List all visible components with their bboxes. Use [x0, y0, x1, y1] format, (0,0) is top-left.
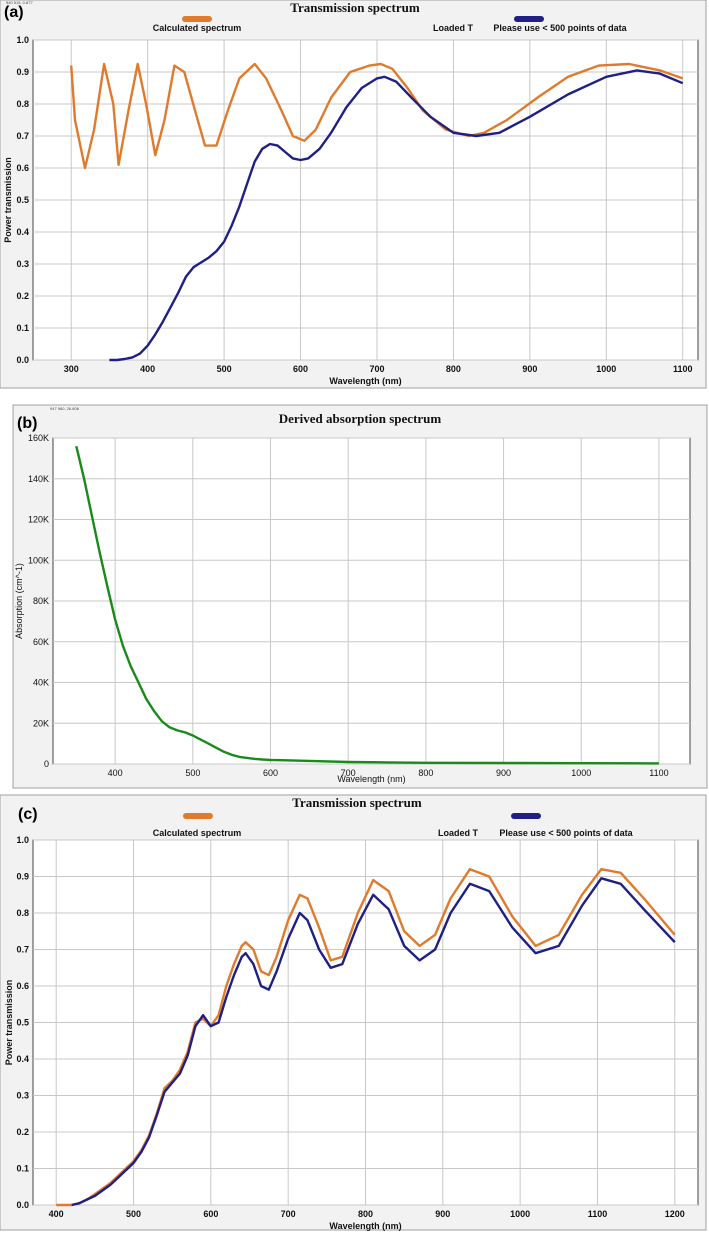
- x-tick-label: 500: [217, 364, 232, 374]
- x-tick-label: 900: [522, 364, 537, 374]
- x-tick-label: 1000: [510, 1209, 530, 1219]
- x-tick-label: 700: [369, 364, 384, 374]
- x-tick-label: 1000: [571, 768, 591, 778]
- legend-label: Loaded T: [433, 23, 474, 33]
- y-tick-label: 80K: [33, 596, 49, 606]
- x-tick-label: 900: [435, 1209, 450, 1219]
- y-tick-label: 0.7: [16, 131, 29, 141]
- legend-label: Calculated spectrum: [153, 23, 242, 33]
- y-tick-label: 0.6: [16, 981, 29, 991]
- y-tick-label: 0.2: [16, 291, 29, 301]
- panel-c: 400 500 600 700 800 900 1000 1100 1200 0.0 0.1 0.2 0…: [0, 794, 709, 1236]
- y-tick-label: 0.6: [16, 163, 29, 173]
- legend-label: Calculated spectrum: [153, 828, 242, 838]
- y-tick-label: 100K: [28, 555, 49, 565]
- panel-b: 400 500 600 700 800 900 1000 1100 0 20K 40K 60K 80K 1…: [0, 404, 709, 797]
- y-tick-label: 0.4: [16, 227, 29, 237]
- corner-readout: 940 515, 0.877: [6, 0, 33, 5]
- x-axis-label: Wavelength (nm): [329, 376, 401, 386]
- legend-label: Please use < 500 points of data: [499, 828, 633, 838]
- y-tick-label: 140K: [28, 474, 49, 484]
- x-tick-label: 600: [263, 768, 278, 778]
- corner-readout: 947 960, 26.606: [50, 406, 80, 411]
- y-tick-label: 40K: [33, 678, 49, 688]
- legend-swatch: [514, 16, 544, 22]
- x-tick-label: 500: [126, 1209, 141, 1219]
- series-line-1: [75, 445, 659, 765]
- x-tick-label: 800: [358, 1209, 373, 1219]
- series-line-1: [56, 868, 676, 1207]
- y-tick-label: 0.1: [16, 1164, 29, 1174]
- grid: [33, 839, 698, 1206]
- y-tick-label: 60K: [33, 637, 49, 647]
- series-line-2: [71, 877, 676, 1207]
- series-line-2: [109, 69, 684, 362]
- y-tick-label: 0.3: [16, 1091, 29, 1101]
- legend-swatch: [511, 813, 541, 819]
- x-tick-label: 600: [203, 1209, 218, 1219]
- y-tick-label: 0.0: [16, 355, 29, 365]
- x-tick-label: 500: [185, 768, 200, 778]
- y-tick-label: 0.0: [16, 1200, 29, 1210]
- chart-title: Transmission spectrum: [292, 795, 422, 810]
- y-tick-label: 20K: [33, 718, 49, 728]
- x-tick-label: 800: [446, 364, 461, 374]
- legend-label: Please use < 500 points of data: [493, 23, 627, 33]
- x-tick-label: 400: [49, 1209, 64, 1219]
- y-tick-label: 0.4: [16, 1054, 29, 1064]
- chart-c: 400 500 600 700 800 900 1000 1100 1200 0.0 0.1 0.2 0…: [0, 794, 707, 1231]
- panel-a: 300 400 500 600 700 800 900 1000 1100 0.0 0.1 0.2 0.…: [0, 0, 709, 400]
- y-axis-label: Power transmission: [4, 980, 14, 1066]
- y-tick-label: 160K: [28, 433, 49, 443]
- x-axis-label: Wavelength (nm): [337, 774, 405, 784]
- chart-a: 300 400 500 600 700 800 900 1000 1100 0.0 0.1 0.2 0.…: [0, 0, 707, 389]
- legend-label: Loaded T: [438, 828, 479, 838]
- y-tick-label: 0: [44, 759, 49, 769]
- y-tick-label: 0.8: [16, 99, 29, 109]
- x-tick-label: 1100: [673, 364, 693, 374]
- x-tick-label: 800: [418, 768, 433, 778]
- y-axis-label: Power transmission: [3, 157, 13, 243]
- y-axis-label: Absorption (cm^-1): [14, 563, 24, 639]
- y-tick-label: 0.8: [16, 908, 29, 918]
- y-tick-label: 0.5: [16, 1018, 29, 1028]
- grid: [33, 39, 698, 361]
- y-tick-label: 0.9: [16, 67, 29, 77]
- y-tick-label: 0.7: [16, 945, 29, 955]
- x-tick-label: 1100: [588, 1209, 608, 1219]
- x-tick-label: 400: [108, 768, 123, 778]
- y-tick-label: 0.2: [16, 1127, 29, 1137]
- x-tick-label: 700: [341, 768, 356, 778]
- x-tick-label: 1000: [596, 364, 616, 374]
- x-tick-label: 900: [496, 768, 511, 778]
- chart-title: Derived absorption spectrum: [279, 411, 442, 426]
- y-tick-label: 0.5: [16, 195, 29, 205]
- x-tick-label: 400: [140, 364, 155, 374]
- x-tick-label: 700: [281, 1209, 296, 1219]
- y-tick-label: 0.9: [16, 872, 29, 882]
- x-axis-label: Wavelength (nm): [329, 1221, 401, 1231]
- chart-b: 400 500 600 700 800 900 1000 1100 0 20K 40K 60K 80K 1…: [12, 404, 708, 789]
- panel-label: (b): [17, 415, 37, 432]
- y-tick-label: 0.3: [16, 259, 29, 269]
- y-tick-label: 0.1: [16, 323, 29, 333]
- y-tick-label: 120K: [28, 515, 49, 525]
- panel-label: (c): [18, 806, 38, 823]
- y-tick-label: 1.0: [16, 835, 29, 845]
- legend-swatch: [183, 813, 213, 819]
- chart-title: Transmission spectrum: [290, 0, 420, 15]
- x-tick-label: 1200: [665, 1209, 685, 1219]
- x-tick-label: 1100: [649, 768, 668, 778]
- series-line-1: [70, 62, 684, 170]
- panel-label: (a): [4, 4, 24, 21]
- x-tick-label: 300: [64, 364, 79, 374]
- x-tick-label: 600: [293, 364, 308, 374]
- legend-swatch: [182, 16, 212, 22]
- y-tick-label: 1.0: [16, 35, 29, 45]
